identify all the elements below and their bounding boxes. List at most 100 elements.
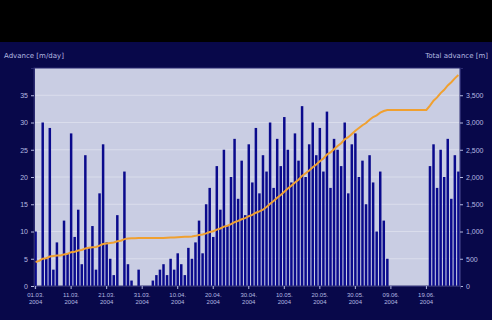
- tick-label: 31.03.2004: [134, 292, 151, 305]
- tick: 09.06.2004: [383, 286, 400, 305]
- tick: 31.03.2004: [134, 286, 151, 305]
- bar: [152, 281, 154, 286]
- bar: [70, 133, 72, 286]
- tick-label: 19.06.2004: [418, 292, 435, 305]
- bar: [208, 188, 210, 286]
- tick: 10.04.2004: [169, 286, 186, 305]
- bar: [450, 199, 452, 286]
- bar: [304, 177, 306, 286]
- tick-label: 11.03.2004: [63, 292, 80, 305]
- grid-line: [34, 177, 460, 178]
- bar: [95, 270, 97, 286]
- bar: [276, 139, 278, 286]
- tick-label: 1,500: [466, 201, 484, 208]
- bar: [91, 226, 93, 286]
- bar: [379, 172, 381, 286]
- bar: [315, 155, 317, 286]
- tick-mark: [31, 259, 34, 260]
- tick: 3,000: [460, 119, 484, 126]
- tick-mark: [284, 286, 285, 289]
- bar: [77, 210, 79, 286]
- bar: [159, 270, 161, 286]
- axis-line: [461, 69, 464, 287]
- tick-mark: [426, 286, 427, 289]
- grid-line: [34, 95, 460, 96]
- tick-label: 20: [20, 174, 28, 181]
- tick-label: 09.06.2004: [383, 292, 400, 305]
- grid-line: [34, 258, 460, 259]
- bar: [361, 161, 363, 286]
- bar: [443, 177, 445, 286]
- tick-label: 0: [466, 283, 470, 290]
- grid: [34, 95, 460, 286]
- bar: [354, 133, 356, 286]
- bar: [358, 177, 360, 286]
- grid-line: [34, 149, 460, 150]
- tick-label: 0: [24, 283, 28, 290]
- tick-label: 10: [20, 228, 28, 235]
- tick: 1,000: [460, 228, 484, 235]
- bar: [88, 248, 90, 286]
- tick-mark: [460, 232, 463, 233]
- tick: 25: [20, 146, 34, 153]
- bar: [372, 182, 374, 286]
- bar: [265, 172, 267, 286]
- tick-label: 3,000: [466, 119, 484, 126]
- bar: [258, 193, 260, 286]
- bar: [333, 139, 335, 286]
- tick: 21.03.2004: [98, 286, 115, 305]
- bar: [162, 264, 164, 286]
- grid-line: [34, 204, 460, 205]
- bar: [457, 172, 459, 286]
- bar: [237, 199, 239, 286]
- bar: [127, 264, 129, 286]
- bar: [194, 242, 196, 286]
- axis: 05001,0001,5002,0002,5003,0003,500: [460, 69, 484, 290]
- tick-mark: [142, 286, 143, 289]
- bar: [386, 259, 388, 286]
- bar: [187, 248, 189, 286]
- tick-label: 20.04.2004: [205, 292, 222, 305]
- bar: [98, 193, 100, 286]
- bar: [169, 259, 171, 286]
- bar: [137, 270, 139, 286]
- tick: 01.03.2004: [27, 286, 44, 305]
- bar: [283, 117, 285, 286]
- bar: [201, 253, 203, 286]
- tick-label: 10.04.2004: [169, 292, 186, 305]
- bar: [113, 275, 115, 286]
- tick-mark: [460, 204, 463, 205]
- grid-line: [34, 231, 460, 232]
- bar: [184, 275, 186, 286]
- bar: [41, 123, 43, 287]
- bar: [176, 253, 178, 286]
- tick-mark: [460, 95, 463, 96]
- tick-mark: [460, 123, 463, 124]
- axis: 05101520253035: [20, 69, 34, 290]
- bar: [73, 237, 75, 286]
- tick-mark: [319, 286, 320, 289]
- tick: 30.04.2004: [240, 286, 257, 305]
- tick-mark: [31, 204, 34, 205]
- bar: [216, 166, 218, 286]
- tick-label: 30: [20, 119, 28, 126]
- bar: [439, 150, 441, 286]
- bar: [351, 144, 353, 286]
- tick-label: 10.05.2004: [276, 292, 293, 305]
- bar: [436, 188, 438, 286]
- tick: 30.05.2004: [347, 286, 364, 305]
- tick-mark: [213, 286, 214, 289]
- plot-area: [34, 68, 460, 286]
- panel: [0, 42, 492, 320]
- bar: [130, 281, 132, 286]
- tick: 3,500: [460, 92, 484, 99]
- bar: [326, 112, 328, 286]
- axis-line: [31, 69, 35, 287]
- bar: [116, 215, 118, 286]
- tick: 20: [20, 174, 34, 181]
- bar: [166, 275, 168, 286]
- bar: [347, 193, 349, 286]
- tick: 11.03.2004: [63, 286, 80, 305]
- tick: 1,500: [460, 201, 484, 208]
- grid-line: [34, 122, 460, 123]
